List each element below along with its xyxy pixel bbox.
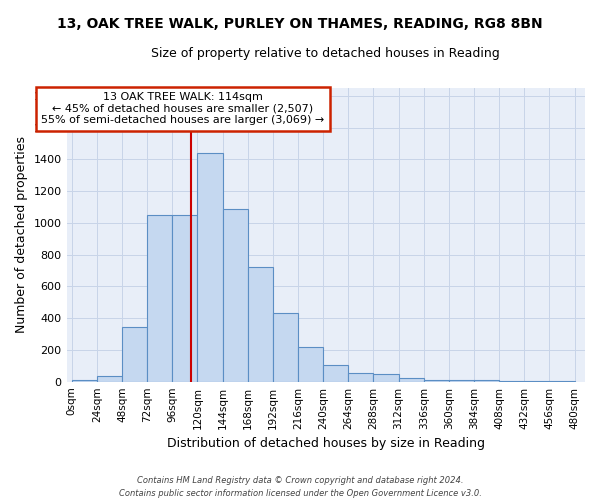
- Bar: [449, 380, 474, 382]
- Bar: [147, 215, 172, 382]
- Bar: [122, 327, 147, 382]
- Y-axis label: Number of detached properties: Number of detached properties: [15, 136, 28, 334]
- Bar: [424, 380, 449, 382]
- Text: 13, OAK TREE WALK, PURLEY ON THAMES, READING, RG8 8BN: 13, OAK TREE WALK, PURLEY ON THAMES, REA…: [57, 18, 543, 32]
- Bar: [298, 347, 323, 382]
- Bar: [499, 381, 524, 382]
- Bar: [474, 380, 499, 382]
- Bar: [223, 208, 248, 382]
- Bar: [373, 374, 398, 382]
- Title: Size of property relative to detached houses in Reading: Size of property relative to detached ho…: [151, 48, 500, 60]
- Bar: [72, 380, 97, 382]
- Bar: [323, 365, 348, 382]
- Text: 13 OAK TREE WALK: 114sqm
← 45% of detached houses are smaller (2,507)
55% of sem: 13 OAK TREE WALK: 114sqm ← 45% of detach…: [41, 92, 325, 126]
- Bar: [197, 153, 223, 382]
- Bar: [172, 215, 197, 382]
- Bar: [273, 314, 298, 382]
- Bar: [97, 376, 122, 382]
- Text: Contains HM Land Registry data © Crown copyright and database right 2024.
Contai: Contains HM Land Registry data © Crown c…: [119, 476, 481, 498]
- Bar: [248, 268, 273, 382]
- Bar: [348, 373, 373, 382]
- Bar: [398, 378, 424, 382]
- X-axis label: Distribution of detached houses by size in Reading: Distribution of detached houses by size …: [167, 437, 485, 450]
